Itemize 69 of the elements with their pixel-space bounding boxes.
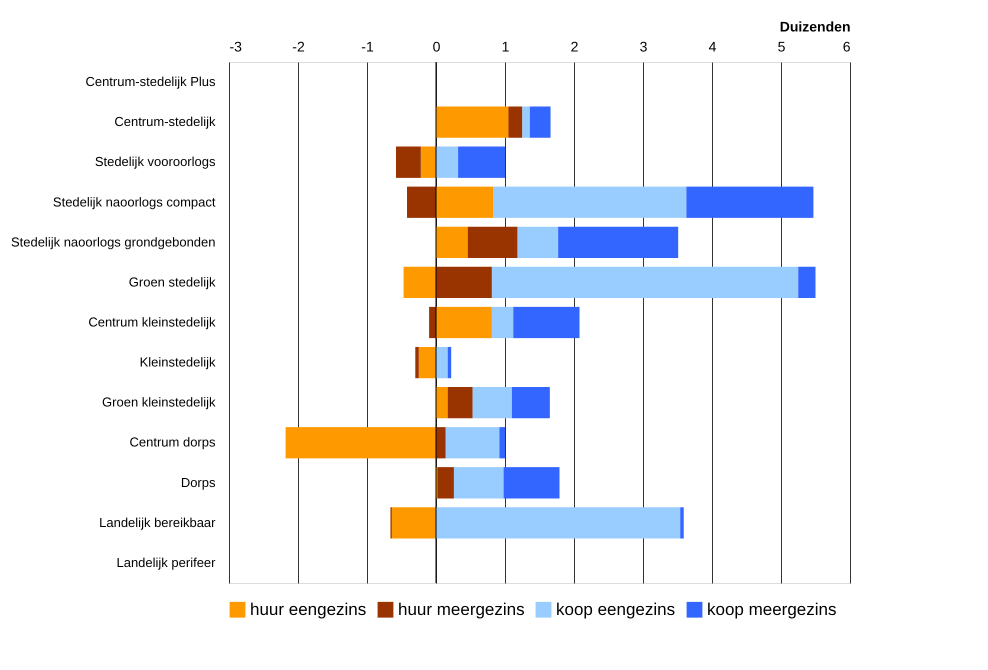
bar [420,146,436,178]
bar [530,106,551,138]
bar [407,186,436,218]
y-tick-label: Groen stedelijk [128,274,216,290]
bar [522,106,530,138]
bar [436,306,492,338]
legend-label: koop eengezins [556,600,676,619]
bar [396,146,421,178]
bar [508,106,522,138]
x-tick-label: 5 [778,38,786,54]
bar [436,507,680,539]
bar [798,266,816,298]
bar [504,467,560,498]
bar [436,146,458,178]
bar [493,186,686,218]
bar [492,306,514,338]
x-tick-label: -3 [230,38,242,54]
bar [415,346,419,378]
legend-label: huur meergezins [398,600,525,619]
legend-label: koop meergezins [707,600,836,619]
y-tick-label: Kleinstedelijk [140,354,216,370]
x-tick-label: -2 [292,38,305,54]
bar [492,266,798,298]
bar [436,106,508,138]
x-tick-label: 1 [502,38,510,54]
bar [436,226,468,258]
bar [429,306,436,338]
bar [558,226,678,258]
bar [436,266,492,298]
bar [436,346,448,378]
bar [418,346,436,378]
legend-label: huur eengezins [250,600,366,619]
bar [448,346,452,378]
bar [458,146,505,178]
x-axis-title: Duizenden [780,18,850,34]
bar [437,467,454,498]
bar [686,186,814,218]
y-tick-label: Stedelijk naoorlogs compact [52,194,216,210]
x-tick-label: 3 [640,38,648,54]
bar [499,427,505,458]
bar [454,467,504,498]
bar [513,306,580,338]
bar [468,226,518,258]
x-tick-label: 4 [708,38,717,54]
x-tick-label: 6 [842,38,851,54]
y-tick-label: Centrum kleinstedelijk [88,314,216,330]
y-tick-label: Landelijk bereikbaar [99,514,216,530]
bar [392,507,436,539]
y-tick-label: Landelijk perifeer [116,554,216,570]
bar [436,387,448,418]
x-tick-label: 0 [432,38,441,54]
y-tick-label: Stedelijk vooroorlogs [94,154,216,170]
x-tick-label: 2 [570,38,579,54]
y-tick-label: Groen kleinstedelijk [102,394,216,410]
bar [472,387,512,418]
bar [436,427,446,458]
bar [512,387,550,418]
y-tick-label: Stedelijk naoorlogs grondgebonden [10,234,216,250]
y-tick-label: Dorps [180,474,216,490]
y-tick-label: Centrum-stedelijk Plus [85,74,216,90]
bar [517,226,558,258]
bar [446,427,500,458]
bar [436,186,494,218]
y-tick-label: Centrum-stedelijk [114,114,216,130]
bar [448,387,473,418]
bar [404,266,436,298]
y-tick-label: Centrum dorps [130,434,216,450]
bar [286,427,436,458]
x-tick-label: -1 [361,38,374,54]
